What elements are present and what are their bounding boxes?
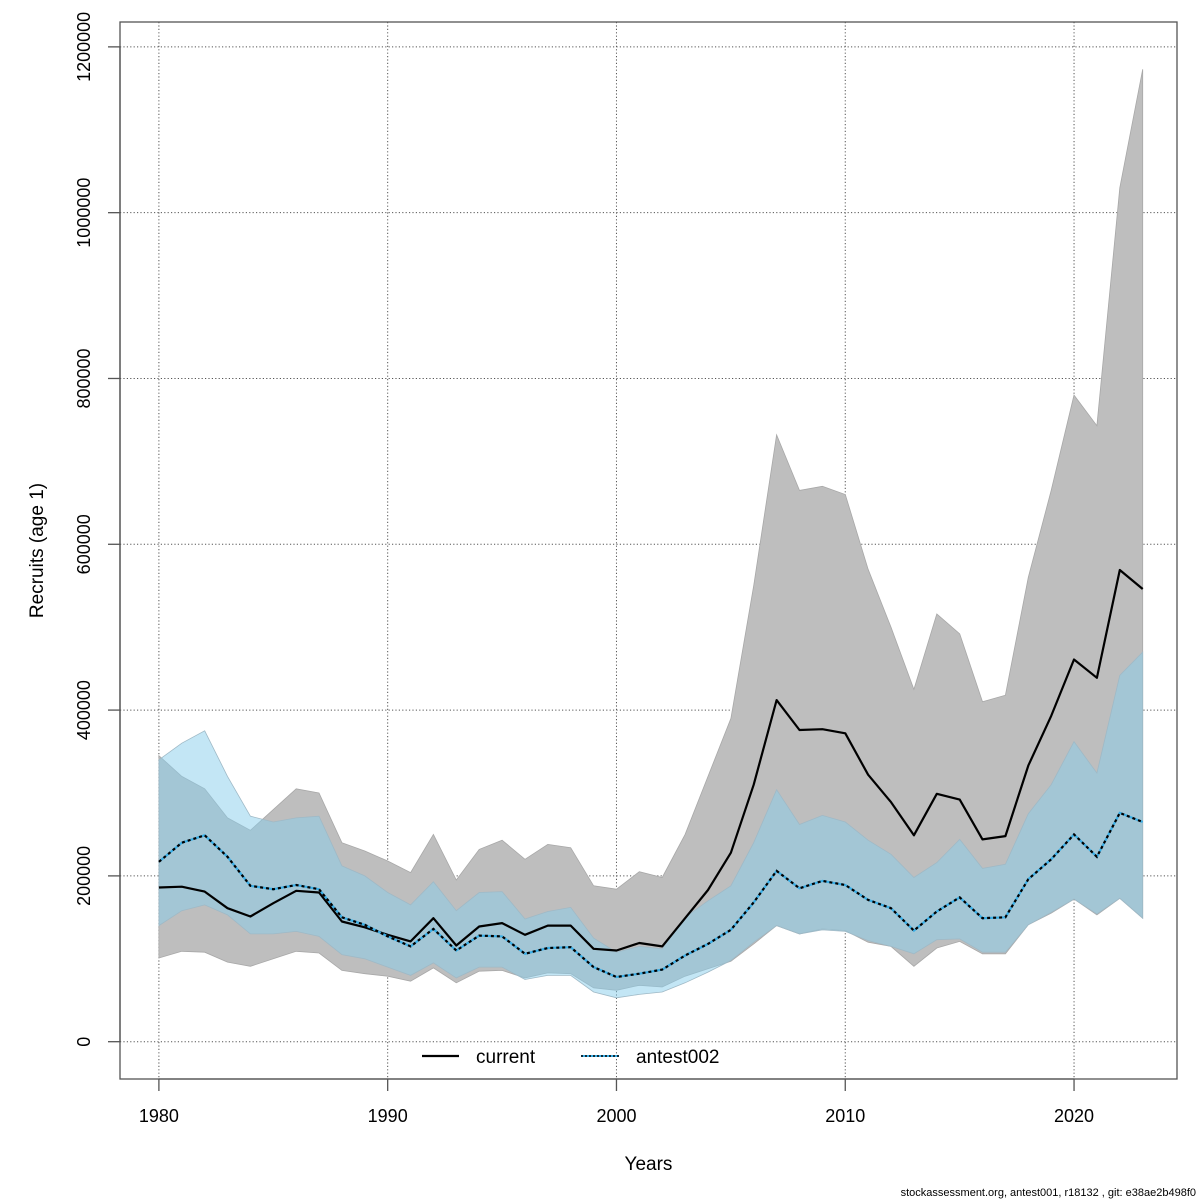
y-tick-label: 800000 — [74, 348, 94, 408]
band-antest002 — [158, 651, 1144, 999]
series-lines — [158, 568, 1144, 979]
line-antest002-dots — [158, 811, 1144, 979]
y-tick-label: 600000 — [74, 514, 94, 574]
line-current — [158, 568, 1144, 952]
x-axis-title: Years — [625, 1154, 673, 1175]
y-tick-label: 400000 — [74, 680, 94, 740]
x-tick-label: 2010 — [825, 1106, 865, 1126]
y-axis-title: Recruits (age 1) — [27, 483, 48, 618]
y-tick-label: 1000000 — [74, 178, 94, 248]
x-tick-label: 1990 — [368, 1106, 408, 1126]
legend-label-antest002: antest002 — [636, 1047, 719, 1068]
footer-credit: stockassessment.org, antest001, r18132 ,… — [901, 1187, 1196, 1199]
legend-label-current: current — [476, 1047, 536, 1068]
x-tick-label: 2000 — [596, 1106, 636, 1126]
confidence-bands — [158, 69, 1144, 999]
legend: current antest002 — [422, 1047, 719, 1068]
x-tick-label: 1980 — [139, 1106, 179, 1126]
y-tick-label: 0 — [74, 1037, 94, 1047]
x-axis: 1980 1990 2000 2010 2020 — [139, 1078, 1094, 1126]
y-tick-label: 200000 — [74, 846, 94, 906]
y-tick-label: 1200000 — [74, 12, 94, 82]
x-tick-label: 2020 — [1054, 1106, 1094, 1126]
y-axis: 0 200000 400000 600000 800000 1000000 1200000 — [74, 12, 121, 1047]
